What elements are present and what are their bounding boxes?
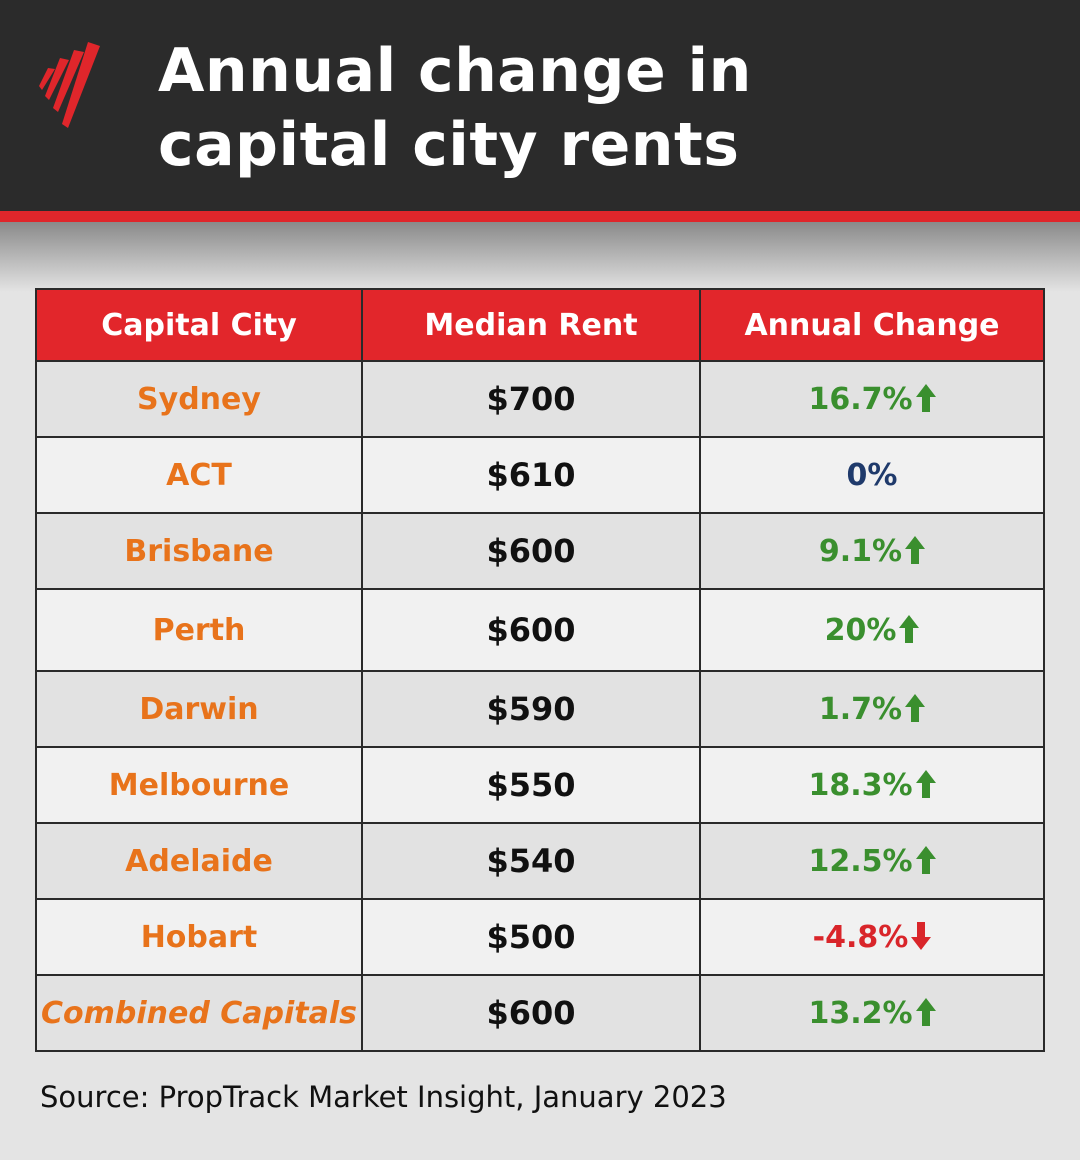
- table-row: Combined Capitals $600 13.2%: [35, 974, 1045, 1052]
- city-cell: ACT: [35, 436, 363, 514]
- change-cell: -4.8%: [699, 898, 1045, 976]
- annual-change: 12.5%: [808, 843, 913, 879]
- city-cell: Sydney: [35, 360, 363, 438]
- change-cell: 16.7%: [699, 360, 1045, 438]
- median-rent: $610: [486, 456, 576, 494]
- city-cell: Perth: [35, 588, 363, 672]
- city-name: Combined Capitals: [40, 995, 357, 1031]
- median-rent: $600: [486, 532, 576, 570]
- annual-change: 20%: [824, 612, 897, 648]
- up-arrow: [915, 997, 936, 1026]
- rent-cell: $700: [361, 360, 701, 438]
- city-name: Brisbane: [124, 533, 274, 569]
- annual-change: 18.3%: [808, 767, 913, 803]
- header-rule: [0, 211, 1080, 222]
- header-row: Capital City Median Rent Annual Change: [35, 288, 1045, 362]
- table-row: ACT $610 0%: [35, 436, 1045, 514]
- median-rent: $700: [486, 380, 576, 418]
- change-cell: 18.3%: [699, 746, 1045, 824]
- annual-change: 13.2%: [808, 995, 913, 1031]
- table-row: Melbourne $550 18.3%: [35, 746, 1045, 824]
- city-name: Melbourne: [108, 767, 290, 803]
- change-cell: 9.1%: [699, 512, 1045, 590]
- city-name: Hobart: [140, 919, 258, 955]
- source: Source: PropTrack Market Insight, Januar…: [40, 1080, 727, 1114]
- rent-table: Capital City Median Rent Annual Change S…: [35, 288, 1045, 1052]
- rent-cell: $550: [361, 746, 701, 824]
- rent-cell: $540: [361, 822, 701, 900]
- city-cell: Melbourne: [35, 746, 363, 824]
- median-rent: $600: [486, 994, 576, 1032]
- change-cell: 20%: [699, 588, 1045, 672]
- annual-change: 0%: [846, 457, 898, 493]
- table-row: Darwin $590 1.7%: [35, 670, 1045, 748]
- up-arrow: [905, 535, 926, 564]
- up-arrow: [915, 383, 936, 412]
- up-arrow: [915, 769, 936, 798]
- city-cell: Brisbane: [35, 512, 363, 590]
- table-row: Brisbane $600 9.1%: [35, 512, 1045, 590]
- rent-cell: $600: [361, 974, 701, 1052]
- column-header: Annual Change: [699, 288, 1045, 362]
- title: Annual change in capital city rents: [158, 36, 752, 180]
- median-rent: $550: [486, 766, 576, 804]
- change-cell: 0%: [699, 436, 1045, 514]
- column-header: Capital City: [35, 288, 363, 362]
- change-cell: 1.7%: [699, 670, 1045, 748]
- rent-cell: $610: [361, 436, 701, 514]
- rent-cell: $590: [361, 670, 701, 748]
- city-cell: Darwin: [35, 670, 363, 748]
- city-name: Sydney: [137, 381, 261, 417]
- city-name: Adelaide: [125, 843, 273, 879]
- city-name: ACT: [166, 457, 232, 493]
- annual-change: 16.7%: [808, 381, 913, 417]
- city-cell: Hobart: [35, 898, 363, 976]
- median-rent: $500: [486, 918, 576, 956]
- city-name: Darwin: [139, 691, 259, 727]
- change-cell: 12.5%: [699, 822, 1045, 900]
- table-row: Perth $600 20%: [35, 588, 1045, 672]
- change-cell: 13.2%: [699, 974, 1045, 1052]
- down-arrow: [911, 921, 932, 950]
- table-row: Hobart $500 -4.8%: [35, 898, 1045, 976]
- logo: [39, 42, 100, 128]
- median-rent: $540: [486, 842, 576, 880]
- up-arrow: [905, 693, 926, 722]
- rent-cell: $600: [361, 588, 701, 672]
- rent-cell: $600: [361, 512, 701, 590]
- header-bar: [0, 0, 1080, 211]
- city-name: Perth: [152, 612, 246, 648]
- table-row: Adelaide $540 12.5%: [35, 822, 1045, 900]
- column-header: Median Rent: [361, 288, 701, 362]
- table-row: Sydney $700 16.7%: [35, 360, 1045, 438]
- annual-change: 9.1%: [818, 533, 903, 569]
- header-shadow: [0, 222, 1080, 292]
- up-arrow: [915, 845, 936, 874]
- rent-cell: $500: [361, 898, 701, 976]
- annual-change: -4.8%: [812, 919, 909, 955]
- annual-change: 1.7%: [818, 691, 903, 727]
- city-cell: Adelaide: [35, 822, 363, 900]
- median-rent: $600: [486, 611, 576, 649]
- up-arrow: [899, 614, 920, 643]
- median-rent: $590: [486, 690, 576, 728]
- city-cell: Combined Capitals: [35, 974, 363, 1052]
